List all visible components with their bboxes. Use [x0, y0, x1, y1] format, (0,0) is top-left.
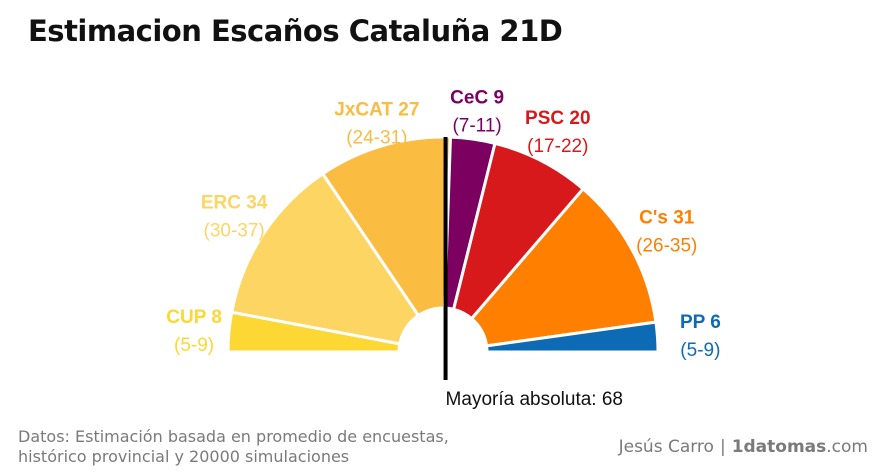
labels-group: CUP 8 (5-9) ERC 34 (30-37) JxCAT 27 (24-31) Ce… — [166, 87, 721, 361]
slice-psc — [451, 141, 586, 321]
source-line-2: histórico provincial y 20000 simulacione… — [18, 447, 350, 466]
label-cec-seats: CeC 9 — [450, 87, 504, 108]
label-erc-range: (30-37) — [204, 221, 265, 242]
author-name: Jesús Carro — [618, 437, 714, 457]
majority-label: Mayoría absoluta: 68 — [446, 389, 623, 410]
source-line-1: Datos: Estimación basada en promedio de … — [18, 427, 449, 446]
label-psc-range: (17-22) — [527, 136, 588, 157]
credit: Jesús Carro | 1datomas.com — [619, 437, 868, 457]
brand-suffix: .com — [826, 437, 868, 457]
slice-cs — [469, 186, 658, 348]
label-jxcat-range: (24-31) — [346, 127, 407, 148]
label-cup-range: (5-9) — [174, 335, 214, 356]
slices-group — [226, 135, 660, 354]
half-donut-chart: CUP 8 (5-9) ERC 34 (30-37) JxCAT 27 (24-31) Ce… — [166, 87, 721, 410]
chart-title: Estimacion Escaños Cataluña 21D — [28, 14, 563, 48]
slice-erc — [229, 171, 421, 346]
label-psc-seats: PSC 20 — [525, 108, 590, 129]
credit-separator: | — [719, 437, 726, 457]
slice-pp — [484, 320, 660, 354]
label-cs-seats: C's 31 — [639, 208, 695, 229]
label-cup-seats: CUP 8 — [166, 307, 222, 328]
brand-name: 1datomas — [731, 437, 827, 457]
label-cec-range: (7-11) — [452, 115, 501, 136]
slice-jxcat — [320, 135, 453, 318]
source-note: Datos: Estimación basada en promedio de … — [18, 427, 449, 467]
label-cs-range: (26-35) — [636, 236, 697, 257]
label-pp-range: (5-9) — [680, 340, 720, 361]
label-pp-seats: PP 6 — [680, 312, 721, 333]
label-erc-seats: ERC 34 — [201, 193, 268, 214]
label-jxcat-seats: JxCAT 27 — [334, 99, 419, 120]
